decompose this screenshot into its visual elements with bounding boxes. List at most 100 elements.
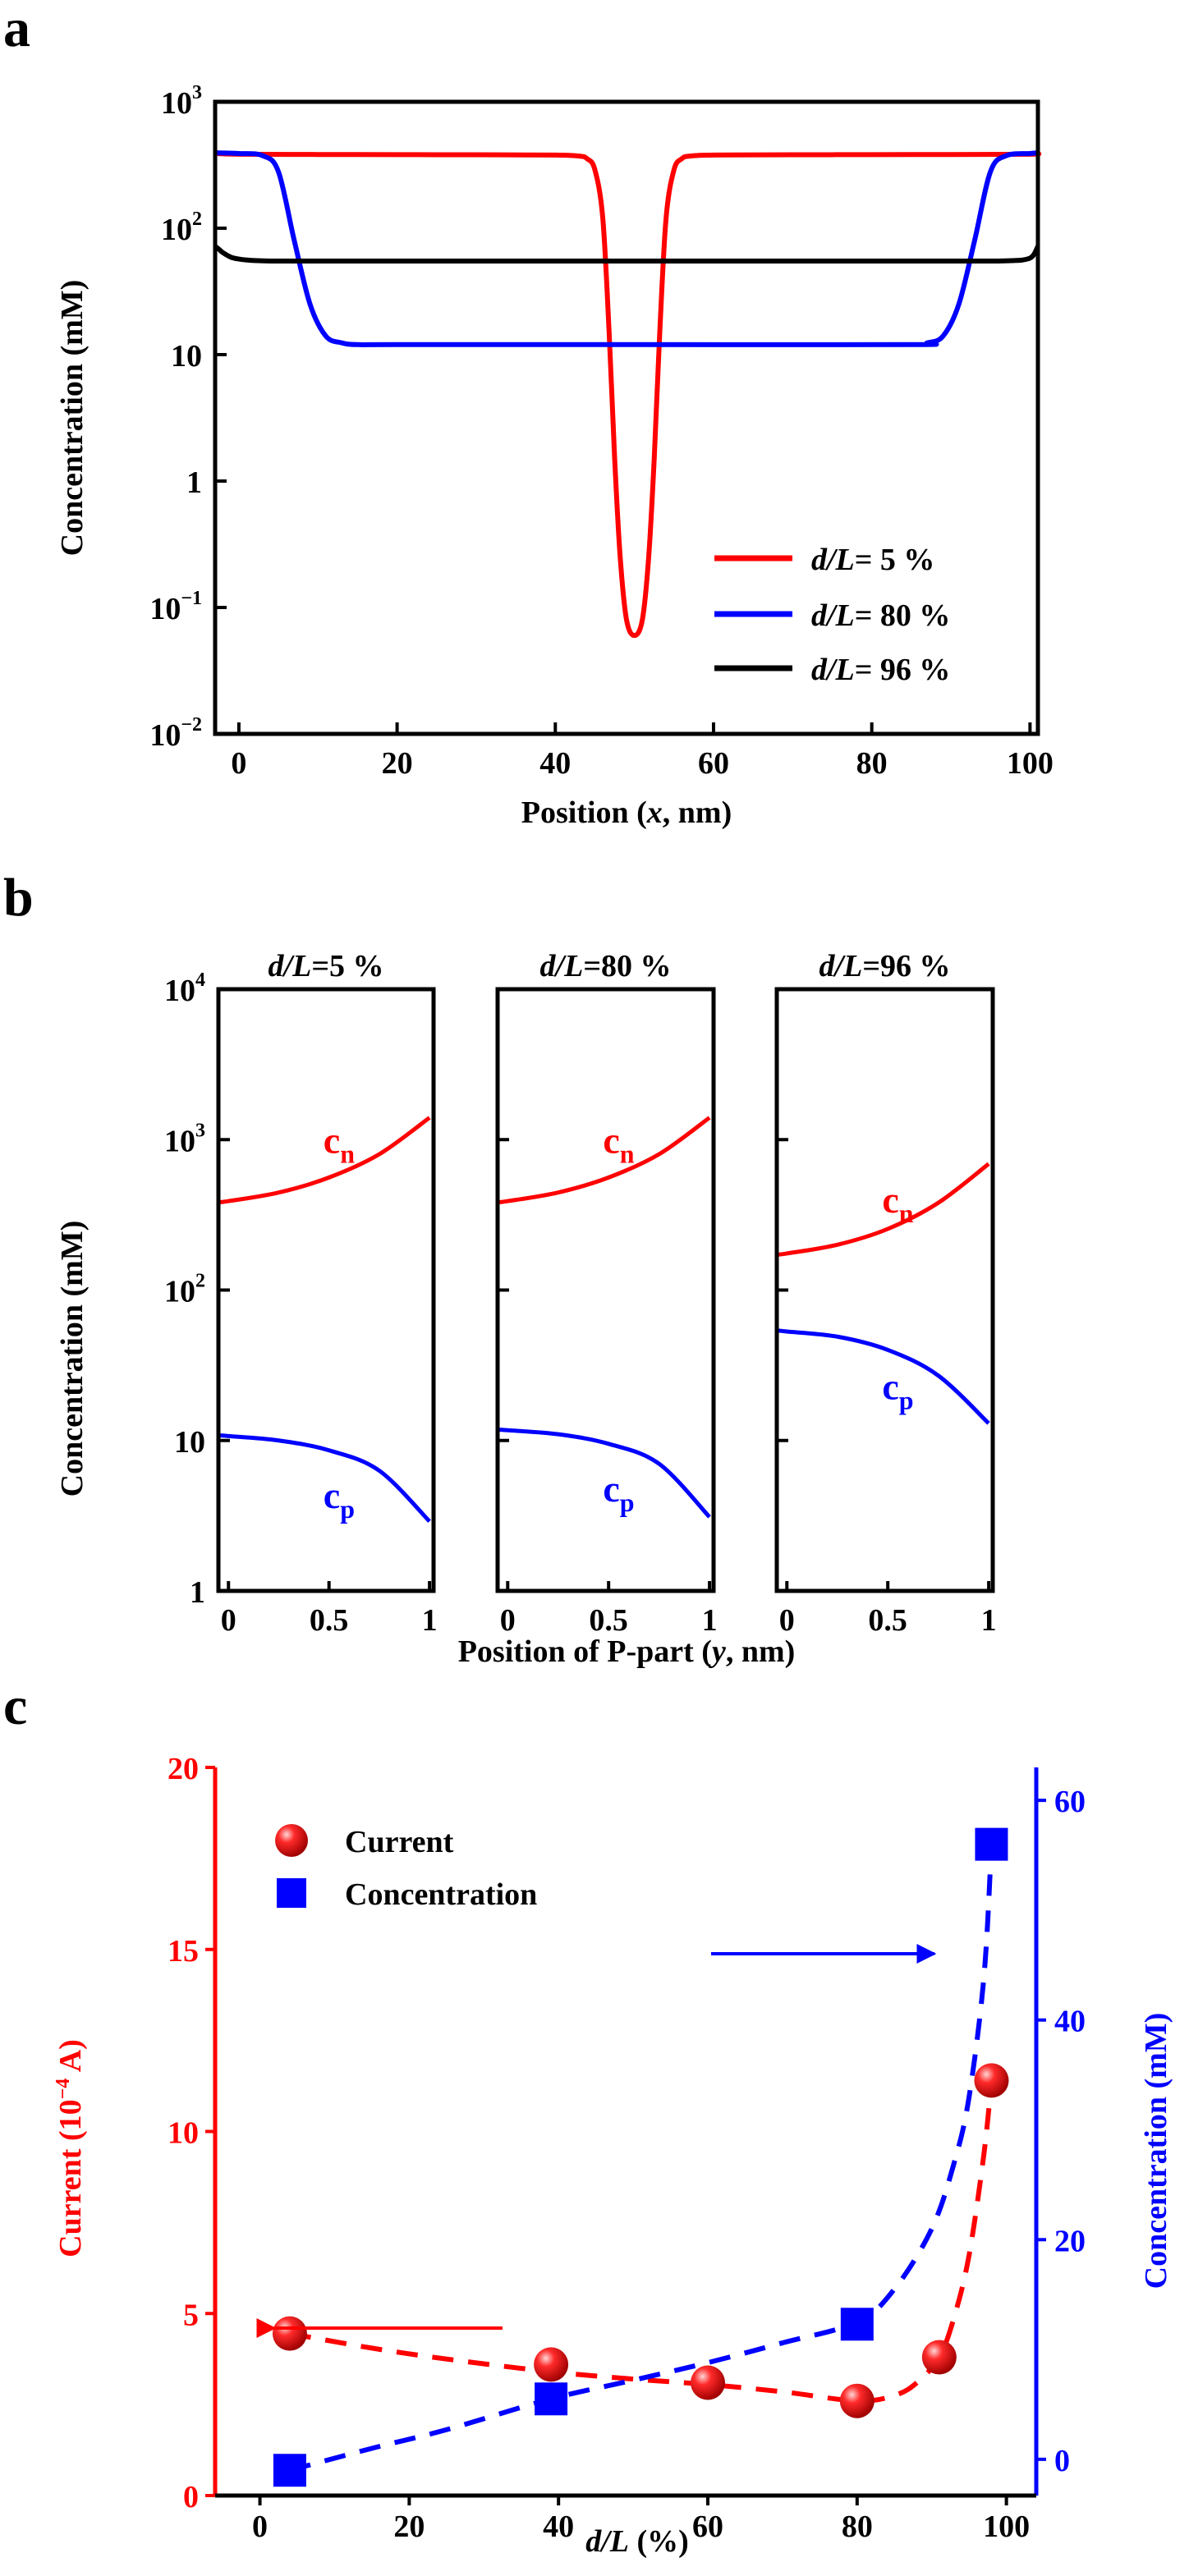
panel-c-ytick-left-label-15: 15	[168, 1934, 199, 1969]
panel-c-ytick-right-label-60: 60	[1054, 1785, 1086, 1819]
panel-b-2-title-val: =96 %	[862, 949, 950, 983]
cp-base: c	[882, 1365, 898, 1407]
panel-b-2-title-var: d/L	[819, 949, 863, 983]
panel-b-0-cn-label: cn	[324, 1119, 355, 1168]
panel-b-2-title: d/L=96 %	[819, 949, 951, 983]
panel-b-ytick-label-3-exp: 3	[195, 1120, 205, 1141]
panel-a-ytick-label--1-exp: −1	[181, 588, 202, 609]
panel-b-1-title: d/L=80 %	[540, 949, 672, 983]
concentration-point-3	[975, 1827, 1008, 1861]
legend-concentration-marker	[277, 1878, 306, 1908]
panel-a-xtick-label-40: 40	[539, 746, 571, 781]
panel-label-b: b	[3, 868, 34, 928]
concentration-point-2	[840, 2308, 874, 2341]
panel-c-content: 0 20 40 60 80 100 0 5 10 15 20 0 20 40 60	[168, 1752, 1086, 2544]
panel-b-1-series-c_n	[497, 1116, 711, 1204]
panel-c-xtick-label-60: 60	[692, 2510, 723, 2544]
cp-sub: p	[340, 1494, 355, 1524]
cn-sub: n	[340, 1139, 355, 1168]
panel-c-ytick-left-label-20: 20	[168, 1752, 199, 1786]
panel-b-1-cn-label: cn	[603, 1119, 634, 1168]
panel-c-fit-Concentration	[289, 1844, 994, 2473]
panel-b-2-frame	[774, 987, 995, 1593]
panel-b-0-title-var: d/L	[269, 949, 312, 983]
panel-b-ytick-label-1-base: 10	[174, 1425, 205, 1460]
cn-sub: n	[899, 1199, 914, 1228]
cp-base: c	[324, 1474, 340, 1516]
panel-a-ytick-label-3: 103	[161, 82, 202, 121]
panel-a-ytick-label-1: 10	[171, 339, 202, 374]
panel-c-xtick-label-80: 80	[842, 2510, 873, 2544]
panel-c-xlabel: d/L (%)	[585, 2524, 689, 2559]
legend-current-label: Current	[345, 1825, 454, 1859]
panel-b-ytick-label-3: 103	[164, 1120, 205, 1158]
panel-a-ytick-label-3-exp: 3	[192, 82, 202, 103]
legend-label-80: d/L= 80 %	[811, 598, 950, 633]
panel-a-xtick-label-20: 20	[382, 746, 413, 781]
panel-a-ytick-label-0: 1	[186, 465, 202, 500]
panel-b-ytick-label-0-base: 1	[190, 1575, 205, 1610]
cp-base: c	[603, 1468, 619, 1510]
panel-b-0-series-c_n	[218, 1116, 431, 1204]
panel-b-0-title: d/L=5 %	[269, 949, 384, 983]
legend-concentration-label: Concentration	[345, 1877, 537, 1912]
panel-c-ylabel-right: Concentration (mM)	[1139, 2013, 1173, 2290]
current-point-2	[691, 2365, 725, 2400]
panel-b-0-series-c_p	[218, 1433, 431, 1524]
panel-a-series-1	[214, 150, 1039, 347]
panel-a-ytick-label-2-exp: 2	[192, 209, 202, 230]
panel-b-2-series-c_n	[776, 1162, 990, 1257]
panel-a-frame	[213, 99, 1040, 736]
panel-c-legend: Current Concentration	[275, 1824, 537, 1912]
panel-b-ylabel: Concentration (mM)	[55, 1221, 90, 1497]
current-point-1	[534, 2347, 569, 2382]
panel-c-xtick-label-20: 20	[393, 2510, 425, 2544]
legend-current-marker	[275, 1824, 308, 1857]
panel-b-1-series-c_p	[497, 1428, 711, 1519]
panel-label-a: a	[3, 0, 30, 58]
panel-c-ytick-left-label-10: 10	[168, 2116, 199, 2151]
panel-b-ytick-label-2: 102	[164, 1271, 205, 1309]
panel-c-xtick-label-40: 40	[543, 2510, 574, 2544]
panel-c-xtick-label-100: 100	[983, 2510, 1030, 2544]
cn-sub: n	[620, 1139, 635, 1168]
panel-a-xtick-label-100: 100	[1007, 746, 1054, 781]
cp-sub: p	[620, 1487, 635, 1517]
panel-a-xtick-label-80: 80	[856, 746, 888, 781]
concentration-point-0	[273, 2454, 306, 2487]
panel-c-ytick-right-label-0: 0	[1054, 2444, 1070, 2478]
panel-b-2-cp-label: cp	[882, 1365, 913, 1414]
panel-b-1-xtick-label-0: 0	[500, 1603, 516, 1638]
panel-label-c: c	[3, 1676, 27, 1736]
panel-a-ytick-label--2: 10−2	[149, 714, 202, 753]
legend-label-96: d/L= 96 %	[811, 653, 950, 687]
panel-b-0-xtick-label-1: 1	[422, 1603, 438, 1638]
panel-b-1-xtick-label-0.5: 0.5	[589, 1603, 628, 1638]
panel-a-series-0	[214, 150, 1042, 639]
panel-c-ylabel-left: Current (10−4 A)	[53, 2039, 88, 2257]
panel-a-ylabel: Concentration (mM)	[55, 280, 90, 557]
panel-c-fit-Current	[289, 2080, 994, 2404]
panel-b-1-cp-label: cp	[603, 1468, 634, 1517]
panel-a-xlabel: Position (x, nm)	[521, 795, 732, 830]
panel-b-ytick-label-2-base: 10	[164, 1275, 195, 1309]
panel-b-0-xtick-label-0: 0	[221, 1603, 236, 1638]
current-point-0	[272, 2316, 307, 2351]
legend-label-5: d/L= 5 %	[811, 543, 934, 577]
panel-c-ytick-left-label-5: 5	[183, 2298, 199, 2332]
panel-b-ytick-label-3-base: 10	[164, 1124, 195, 1158]
cn-base: c	[324, 1119, 340, 1161]
panel-a-ytick-label--2-base: 10	[149, 718, 181, 753]
current-point-5	[974, 2063, 1009, 2098]
panel-c-ytick-right-label-40: 40	[1054, 2005, 1086, 2039]
panel-b-0-xtick-label-0.5: 0.5	[310, 1603, 349, 1638]
panel-b-ytick-label-4-exp: 4	[195, 969, 205, 991]
panel-b-ytick-label-4-base: 10	[164, 974, 195, 1008]
cp-sub: p	[899, 1385, 914, 1414]
panel-b-2-xtick-label-0: 0	[779, 1603, 795, 1638]
panel-a-ytick-label--2-exp: −2	[181, 714, 202, 736]
